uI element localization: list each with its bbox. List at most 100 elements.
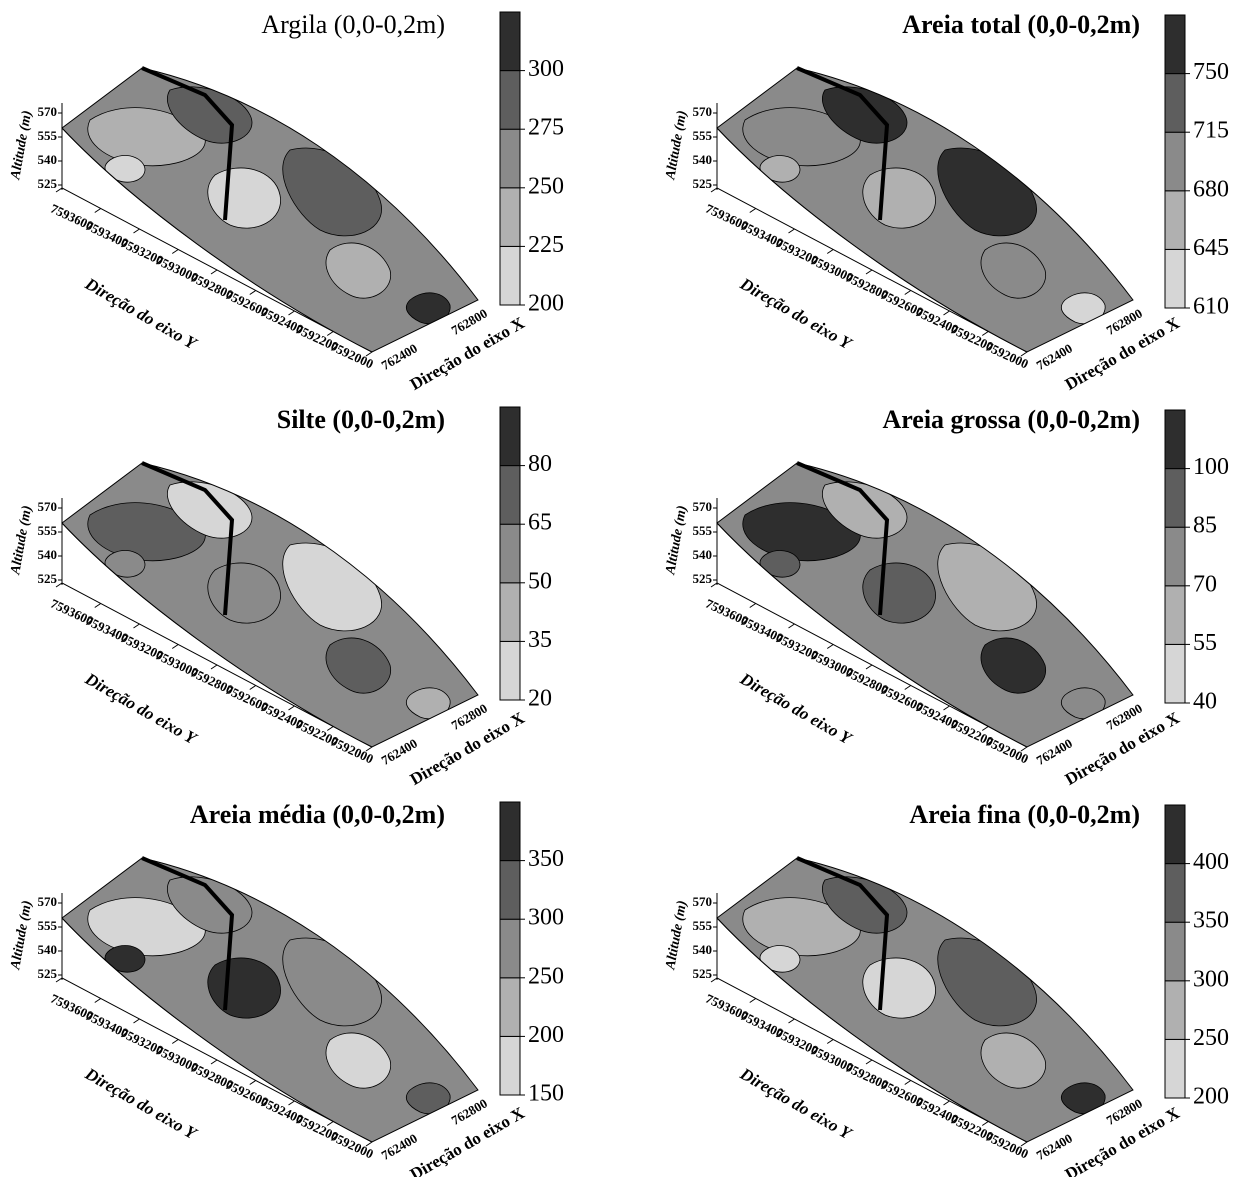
colorbar-band [499,70,521,130]
y-tick [326,331,334,336]
y-tick [365,1141,373,1147]
y-axis-label: Direção do eixo Y [81,669,201,749]
y-tick [249,685,257,690]
z-axis-label: Altitude (m) [8,504,35,576]
y-tick [865,1059,873,1065]
colorbar-band [1164,73,1186,133]
contour-region [104,550,146,578]
y-tick [288,310,295,316]
colorbar-band [499,128,521,189]
z-axis-label: Altitude (m) [663,504,690,576]
y-tick [326,1121,334,1126]
y-tick [249,1080,257,1085]
colorbar-tick-label: 200 [528,291,564,317]
z-tick-label: 555 [693,523,713,538]
colorbar-band [499,640,521,701]
colorbar-band [1164,585,1186,645]
colorbar-tick-label: 85 [1193,513,1217,539]
surface-outline [716,67,1134,353]
y-tick [1020,746,1028,752]
colorbar-band [1164,409,1186,470]
contour-region [104,155,146,183]
z-tick-label: 540 [38,547,58,562]
y-axis-label: Direção do eixo Y [81,1064,201,1144]
z-tick-label: 540 [693,942,713,957]
y-tick [288,1100,295,1106]
y-tick [55,977,63,983]
contour-region [742,502,861,562]
colorbar-band [499,801,521,862]
chart-title: Areia fina (0,0-0,2m) [909,800,1140,829]
contour-region [980,1032,1047,1089]
z-tick-label: 525 [38,571,58,586]
y-axis-label: Direção do eixo Y [81,274,201,354]
surface-outline [716,462,1134,748]
y-tick [249,290,257,295]
z-tick-label: 525 [693,966,713,981]
contour-region [325,637,392,694]
z-tick-label: 555 [38,128,58,143]
y-tick [210,1059,218,1065]
colorbar-band [499,11,521,72]
y-tick [788,228,795,234]
y-tick [94,998,102,1003]
colorbar-band [499,1035,521,1096]
colorbar-tick-label: 610 [1193,294,1229,320]
colorbar-tick-label: 80 [528,451,552,477]
colorbar-tick-label: 200 [1193,1084,1229,1110]
y-tick [94,603,102,608]
colorbar-band [1164,1038,1186,1099]
colorbar-tick-label: 50 [528,568,552,594]
y-tick [904,1080,912,1085]
chart-title: Areia total (0,0-0,2m) [902,10,1140,39]
y-tick [826,249,834,254]
colorbar-tick-label: 65 [528,510,552,536]
contour-region [980,637,1047,694]
y-tick [981,726,989,731]
z-tick-label: 525 [693,176,713,191]
y-tick [365,351,373,357]
surface-outline [61,462,479,748]
surface-outline [61,857,479,1143]
colorbar-band [1164,804,1186,865]
colorbar-tick-label: 55 [1193,630,1217,656]
colorbar-band [1164,980,1186,1040]
y-tick [710,977,718,983]
z-tick-label: 555 [693,918,713,933]
road-line [796,461,890,616]
colorbar-tick-label: 35 [528,627,552,653]
y-tick [904,685,912,690]
contour-region [87,502,206,562]
colorbar-tick-label: 275 [528,115,564,141]
z-tick-label: 525 [38,176,58,191]
y-tick [1020,351,1028,357]
z-tick-label: 540 [38,152,58,167]
y-tick [865,664,873,670]
y-tick [210,664,218,670]
colorbar-tick-label: 225 [528,232,564,258]
colorbar-band [1164,248,1186,309]
y-tick [749,208,757,213]
colorbar-band [1164,131,1186,192]
z-axis-label: Altitude (m) [8,109,35,181]
y-tick [326,726,334,731]
y-tick [904,290,912,295]
z-tick-label: 555 [693,128,713,143]
colorbar-tick-label: 20 [528,686,552,712]
colorbar-band [499,187,521,247]
colorbar-tick-label: 150 [528,1081,564,1107]
z-tick-label: 540 [693,547,713,562]
y-tick [710,187,718,193]
y-tick [981,1121,989,1126]
y-tick [171,1039,179,1044]
z-tick-label: 570 [693,104,713,119]
y-tick [133,623,140,629]
colorbar-tick-label: 40 [1193,689,1217,715]
